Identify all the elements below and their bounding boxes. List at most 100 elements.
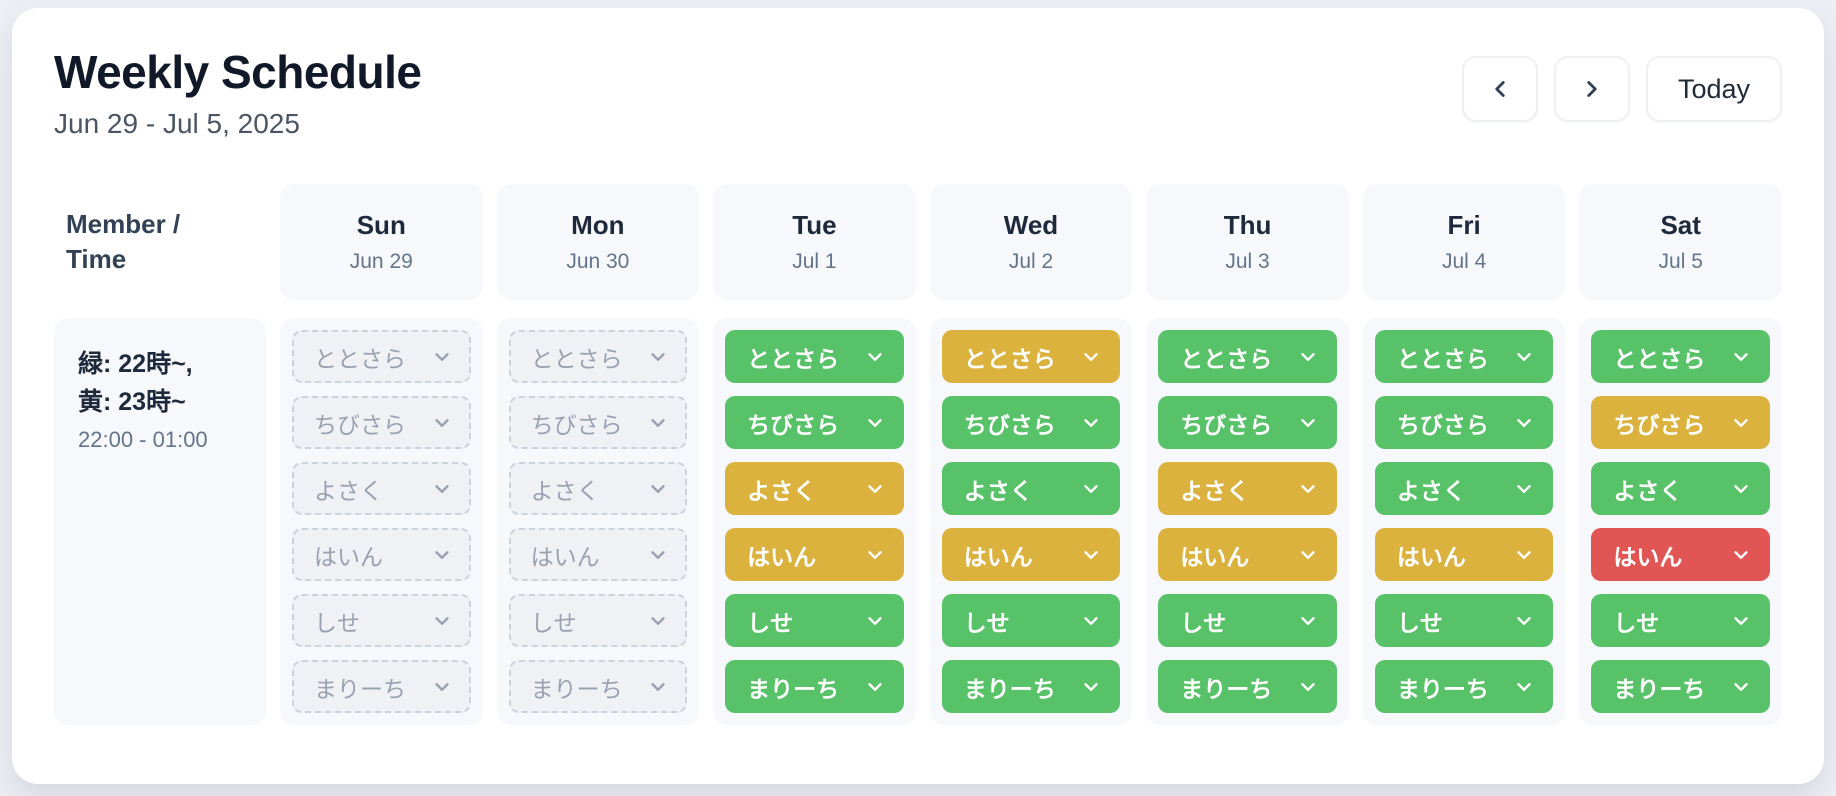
day-header-mon: Mon Jun 30 [496, 184, 700, 301]
day-column-mon: ととさら ちびさら よさく はいん しせ まりーち [496, 318, 700, 726]
slot-tue-member-2[interactable]: よさく [725, 462, 904, 516]
day-column-sat: ととさら ちびさら よさく はいん しせ まりーち [1579, 318, 1782, 726]
slot-thu-member-5[interactable]: まりーち [1158, 660, 1337, 714]
page-title: Weekly Schedule [54, 46, 422, 98]
slot-wed-member-1[interactable]: ちびさら [941, 396, 1121, 450]
today-button[interactable]: Today [1645, 56, 1782, 122]
chevron-down-icon [651, 484, 665, 493]
slot-fri-member-5[interactable]: まりーち [1374, 660, 1554, 714]
chevron-down-icon [1301, 418, 1315, 427]
slot-tue-member-5[interactable]: まりーち [725, 660, 904, 714]
slot-sun-member-0: ととさら [292, 330, 471, 384]
chevron-right-icon [1587, 81, 1597, 97]
slot-mon-member-0: ととさら [508, 330, 688, 384]
member-time-header: Member / Time [66, 209, 181, 275]
member-name: ちびさら [530, 411, 623, 438]
member-name: しせ [1180, 609, 1227, 636]
day-name: Wed [1003, 210, 1059, 241]
chevron-down-icon [434, 418, 449, 427]
member-name: ととさら [1396, 345, 1489, 372]
prev-week-button[interactable] [1461, 56, 1538, 122]
chevron-down-icon [1517, 550, 1532, 559]
day-name: Tue [792, 210, 837, 241]
chevron-down-icon [1084, 484, 1098, 493]
member-name: しせ [747, 609, 794, 636]
chevron-down-icon [868, 418, 882, 427]
member-name: よさく [314, 477, 383, 504]
slot-tue-member-1[interactable]: ちびさら [725, 396, 904, 450]
chevron-down-icon [868, 352, 882, 361]
slot-tue-member-3[interactable]: はいん [725, 528, 904, 582]
day-header-sat: Sat Jul 5 [1579, 184, 1782, 301]
slot-thu-member-0[interactable]: ととさら [1158, 330, 1337, 384]
time-range: 22:00 - 01:00 [78, 427, 208, 453]
slot-wed-member-2[interactable]: よさく [941, 462, 1121, 516]
slot-fri-member-1[interactable]: ちびさら [1374, 396, 1554, 450]
time-row-label: 緑: 22時~, 黄: 23時~ 22:00 - 01:00 [54, 318, 266, 726]
member-name: はいん [1396, 543, 1466, 570]
card-header: Weekly Schedule Jun 29 - Jul 5, 2025 Tod… [54, 48, 1782, 140]
member-name: よさく [1613, 477, 1683, 504]
member-name: まりーち [530, 675, 623, 702]
chevron-down-icon [1084, 550, 1098, 559]
member-name: ちびさら [1613, 411, 1706, 438]
next-week-button[interactable] [1553, 56, 1630, 122]
member-name: まりーち [314, 675, 406, 702]
slot-fri-member-2[interactable]: よさく [1374, 462, 1554, 516]
slot-sat-member-2[interactable]: よさく [1591, 462, 1770, 516]
day-header-sun: Sun Jun 29 [280, 184, 483, 301]
member-name: しせ [530, 609, 577, 636]
chevron-down-icon [651, 616, 665, 625]
slot-tue-member-4[interactable]: しせ [725, 594, 904, 648]
slot-sat-member-0[interactable]: ととさら [1591, 330, 1770, 384]
chevron-down-icon [434, 616, 449, 625]
slot-wed-member-4[interactable]: しせ [941, 594, 1121, 648]
slot-tue-member-0[interactable]: ととさら [725, 330, 904, 384]
slot-sat-member-3[interactable]: はいん [1591, 528, 1770, 582]
slot-mon-member-1: ちびさら [508, 396, 688, 450]
chevron-down-icon [1301, 682, 1315, 691]
chevron-down-icon [1084, 418, 1098, 427]
member-name: まりーち [963, 675, 1056, 702]
chevron-down-icon [868, 616, 882, 625]
chevron-down-icon [651, 352, 665, 361]
chevron-down-icon [1734, 352, 1748, 361]
slot-thu-member-2[interactable]: よさく [1158, 462, 1337, 516]
chevron-down-icon [1301, 550, 1315, 559]
member-name: よさく [530, 477, 600, 504]
slot-sat-member-4[interactable]: しせ [1591, 594, 1770, 648]
day-date: Jun 30 [566, 250, 630, 274]
member-name: しせ [963, 609, 1010, 636]
member-name: まりーち [1396, 675, 1489, 702]
slot-sat-member-1[interactable]: ちびさら [1591, 396, 1770, 450]
chevron-down-icon [1301, 352, 1315, 361]
slot-thu-member-4[interactable]: しせ [1158, 594, 1337, 648]
chevron-down-icon [1084, 616, 1098, 625]
chevron-down-icon [434, 352, 449, 361]
chevron-down-icon [1734, 550, 1748, 559]
slot-wed-member-3[interactable]: はいん [941, 528, 1121, 582]
slot-sat-member-5[interactable]: まりーち [1591, 660, 1770, 714]
day-date: Jul 2 [1008, 250, 1054, 274]
slot-fri-member-3[interactable]: はいん [1374, 528, 1554, 582]
slot-thu-member-1[interactable]: ちびさら [1158, 396, 1337, 450]
chevron-down-icon [1084, 352, 1098, 361]
member-name: ととさら [963, 345, 1056, 372]
chevron-down-icon [651, 682, 665, 691]
slot-wed-member-5[interactable]: まりーち [941, 660, 1121, 714]
legend-green-line: 緑: 22時~, [78, 350, 193, 379]
member-name: ちびさら [314, 411, 406, 438]
slot-mon-member-2: よさく [508, 462, 688, 516]
slot-wed-member-0[interactable]: ととさら [941, 330, 1121, 384]
member-name: はいん [1613, 543, 1683, 570]
slot-fri-member-0[interactable]: ととさら [1374, 330, 1554, 384]
day-header-fri: Fri Jul 4 [1362, 184, 1566, 301]
member-name: はいん [530, 543, 600, 570]
slot-fri-member-4[interactable]: しせ [1374, 594, 1554, 648]
slot-mon-member-5: まりーち [508, 660, 688, 714]
slot-mon-member-4: しせ [508, 594, 688, 648]
day-column-fri: ととさら ちびさら よさく はいん しせ まりーち [1362, 318, 1566, 726]
week-navigation: Today [1461, 56, 1782, 122]
day-header-thu: Thu Jul 3 [1146, 184, 1349, 301]
slot-thu-member-3[interactable]: はいん [1158, 528, 1337, 582]
